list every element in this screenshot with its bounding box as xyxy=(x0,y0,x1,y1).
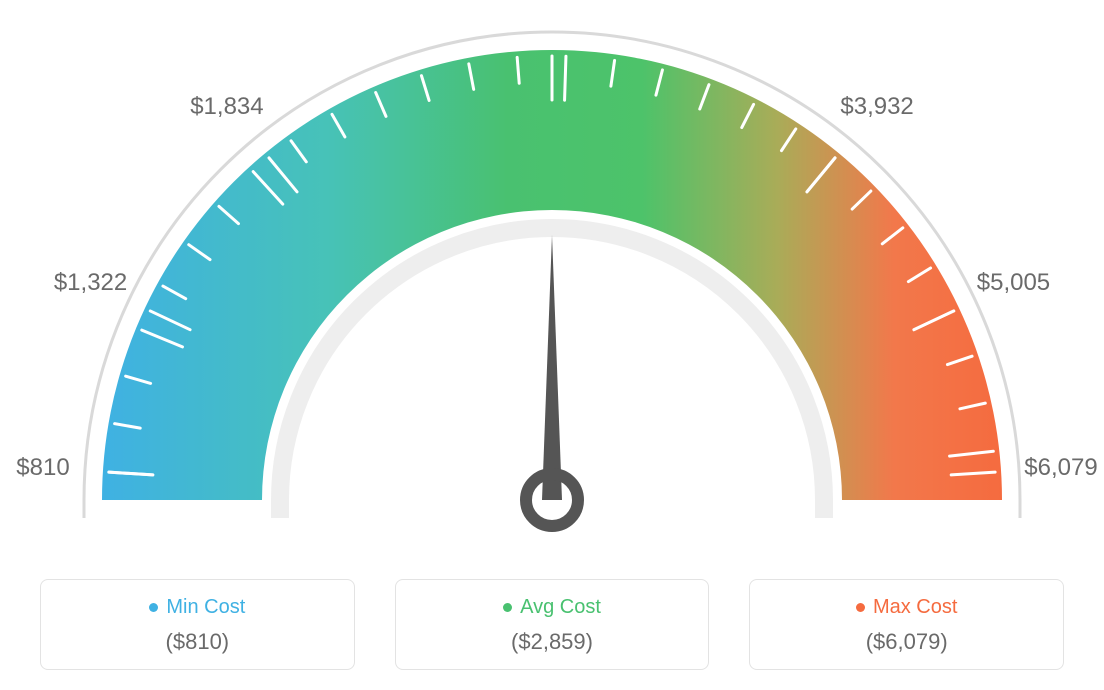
gauge-tick-label: $6,079 xyxy=(1024,454,1097,482)
legend-dot-min xyxy=(149,603,158,612)
gauge-tick-label: $2,859 xyxy=(515,0,588,4)
legend-value-min: ($810) xyxy=(51,629,344,655)
legend-row: Min Cost ($810) Avg Cost ($2,859) Max Co… xyxy=(0,579,1104,670)
gauge-tick-label: $1,322 xyxy=(54,269,127,297)
legend-title-min: Min Cost xyxy=(149,596,245,619)
legend-dot-max xyxy=(856,603,865,612)
gauge-canvas xyxy=(0,0,1104,560)
legend-card-min: Min Cost ($810) xyxy=(40,579,355,670)
legend-value-avg: ($2,859) xyxy=(406,629,699,655)
legend-label-max: Max Cost xyxy=(873,596,957,619)
legend-dot-avg xyxy=(503,603,512,612)
legend-card-max: Max Cost ($6,079) xyxy=(749,579,1064,670)
gauge-tick-label: $5,005 xyxy=(977,269,1050,297)
legend-title-max: Max Cost xyxy=(856,596,957,619)
legend-label-min: Min Cost xyxy=(166,596,245,619)
legend-label-avg: Avg Cost xyxy=(520,596,601,619)
gauge-tick-label: $1,834 xyxy=(190,93,263,121)
legend-title-avg: Avg Cost xyxy=(503,596,601,619)
legend-value-max: ($6,079) xyxy=(760,629,1053,655)
gauge-tick-label: $3,932 xyxy=(840,93,913,121)
gauge-tick-label: $810 xyxy=(16,454,69,482)
cost-gauge: $810 $1,322 $1,834 $2,859 $3,932 $5,005 $6,079 xyxy=(0,0,1104,560)
legend-card-avg: Avg Cost ($2,859) xyxy=(395,579,710,670)
